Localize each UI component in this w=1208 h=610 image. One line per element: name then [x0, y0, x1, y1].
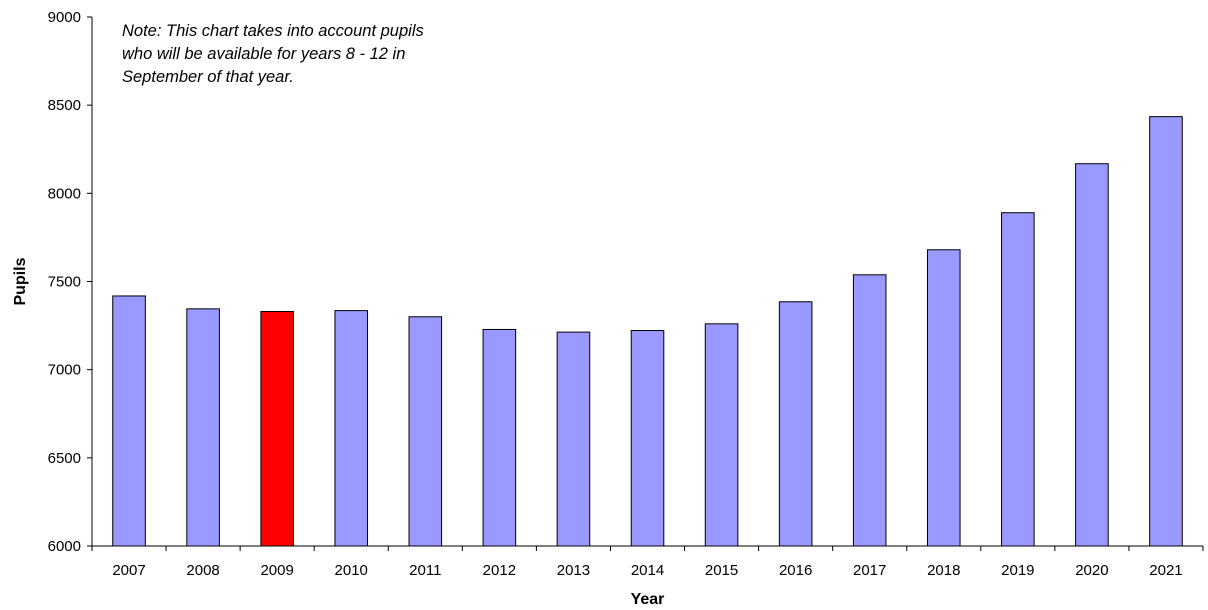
bar-2012 [482, 328, 517, 547]
annotation-line-2: who will be available for years 8 - 12 i… [122, 45, 406, 63]
bar-2015 [704, 323, 739, 547]
x-tick-label: 2009 [260, 562, 293, 579]
bar-2021 [1149, 116, 1183, 547]
chart-annotation: Note: This chart takes into account pupi… [122, 20, 424, 89]
y-tick-label: 7500 [48, 274, 81, 291]
bar-2007 [112, 295, 146, 547]
bar-2010 [334, 310, 369, 547]
x-axis-title: Year [631, 591, 665, 608]
y-tick-label: 8000 [48, 185, 81, 202]
x-tick-label: 2014 [631, 562, 664, 579]
x-tick-label: 2018 [927, 562, 960, 579]
bars-group [112, 116, 1183, 547]
x-ticks-group: 2007 2008 2009 2010 2011 2012 2013 2014 2015 2016… [91, 546, 1204, 579]
x-tick-label: 2019 [1001, 562, 1034, 579]
x-tick-label: 2021 [1149, 562, 1182, 579]
x-tick-label: 2008 [186, 562, 219, 579]
y-tick-label: 6500 [48, 450, 81, 467]
x-tick-label: 2010 [335, 562, 368, 579]
bar-2019 [1001, 212, 1035, 547]
bar-2008 [186, 308, 220, 547]
bar-2017 [852, 274, 887, 547]
y-ticks-group: 6000 6500 7000 7500 8000 8500 9000 [48, 9, 92, 555]
bar-2009 [260, 310, 294, 547]
annotation-line-1: Note: This chart takes into account pupi… [122, 22, 424, 40]
x-tick-label: 2007 [112, 562, 145, 579]
x-tick-label: 2013 [557, 562, 590, 579]
bar-2018 [926, 249, 961, 547]
annotation-line-3: September of that year. [122, 68, 294, 86]
x-tick-label: 2012 [483, 562, 516, 579]
y-axis-title: Pupils [12, 257, 29, 305]
x-tick-label: 2016 [779, 562, 812, 579]
x-tick-label: 2020 [1075, 562, 1108, 579]
bar-2014 [630, 330, 665, 547]
x-tick-label: 2017 [853, 562, 886, 579]
x-tick-label: 2015 [705, 562, 738, 579]
bar-2011 [408, 316, 443, 547]
x-tick-label: 2011 [409, 562, 441, 579]
bar-2020 [1075, 163, 1109, 547]
y-tick-label: 6000 [48, 538, 81, 555]
y-tick-label: 9000 [48, 9, 81, 26]
bar-2016 [778, 301, 813, 547]
y-tick-label: 7000 [48, 362, 81, 379]
bar-2013 [556, 331, 591, 547]
y-tick-label: 8500 [48, 97, 81, 114]
